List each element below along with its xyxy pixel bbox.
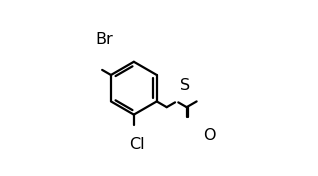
Text: Br: Br bbox=[95, 32, 113, 47]
Text: S: S bbox=[180, 78, 190, 93]
Text: Cl: Cl bbox=[129, 137, 144, 152]
Text: O: O bbox=[204, 128, 216, 143]
